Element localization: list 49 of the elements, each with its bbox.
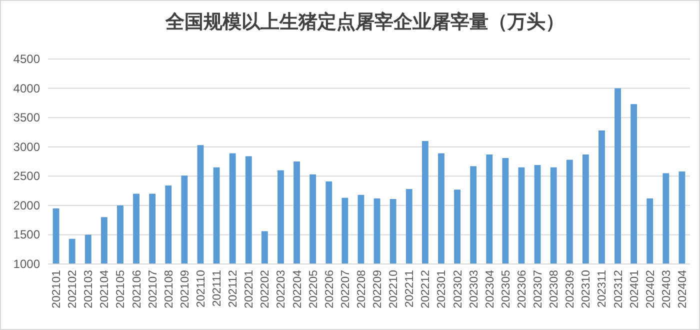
x-tick-label: 202104 (99, 269, 112, 308)
x-tick-label: 202209 (372, 270, 384, 308)
x-tick-label: 202206 (324, 270, 336, 308)
x-tick-label: 202301 (436, 270, 448, 308)
x-tick-label: 202101 (51, 270, 64, 308)
x-tick-label: 202201 (244, 270, 256, 308)
x-tick-label: 202306 (516, 270, 528, 308)
x-tick-label: 202308 (548, 270, 561, 308)
x-tick-label: 202310 (580, 270, 593, 308)
y-tick-label: 1000 (13, 257, 40, 271)
x-tick-label: 202204 (292, 269, 304, 308)
x-tick-label: 202208 (356, 270, 368, 308)
x-tick-label: 202212 (420, 270, 432, 308)
y-tick-label: 4500 (13, 52, 40, 66)
x-tick-label: 202307 (532, 270, 545, 308)
x-tick-label: 202203 (276, 270, 288, 308)
x-tick-label: 202404 (676, 269, 689, 308)
y-tick-label: 1500 (13, 228, 40, 242)
x-tick-label: 202304 (484, 269, 496, 308)
x-tick-label: 202103 (83, 270, 96, 308)
y-tick-label: 2500 (13, 169, 40, 184)
x-tick-label: 202109 (179, 270, 192, 308)
x-tick-label: 202302 (452, 270, 464, 308)
y-tick-label: 4000 (13, 81, 40, 96)
x-tick-label: 202207 (340, 270, 352, 308)
x-tick-label: 202211 (404, 270, 416, 308)
x-tick-label: 202108 (163, 270, 176, 308)
y-tick-label: 2000 (13, 198, 40, 212)
x-tick-label: 202106 (131, 270, 144, 308)
chart-title: 全国规模以上生猪定点屠宰企业屠宰量（万头） (164, 11, 564, 33)
x-tick-label: 202110 (195, 270, 208, 308)
x-tick-label: 202309 (564, 270, 577, 308)
x-tick-label: 202311 (596, 270, 609, 308)
x-tick-label: 202112 (228, 270, 240, 308)
x-tick-label: 202305 (500, 270, 512, 308)
x-tick-label: 202312 (612, 270, 625, 308)
x-tick-label: 202402 (644, 270, 657, 308)
x-tick-label: 202105 (115, 270, 128, 308)
x-tick-label: 202102 (67, 270, 80, 308)
x-tick-label: 202205 (308, 270, 320, 308)
y-tick-label: 3000 (13, 140, 40, 154)
x-tick-label: 202210 (388, 270, 400, 308)
x-tick-label: 202111 (212, 270, 224, 307)
y-tick-label: 3500 (13, 110, 40, 125)
x-tick-label: 202403 (660, 270, 673, 308)
x-tick-label: 202303 (468, 270, 480, 308)
x-tick-label: 202107 (147, 270, 160, 308)
x-tick-label: 202202 (260, 270, 272, 308)
x-tick-label: 202401 (628, 270, 641, 308)
